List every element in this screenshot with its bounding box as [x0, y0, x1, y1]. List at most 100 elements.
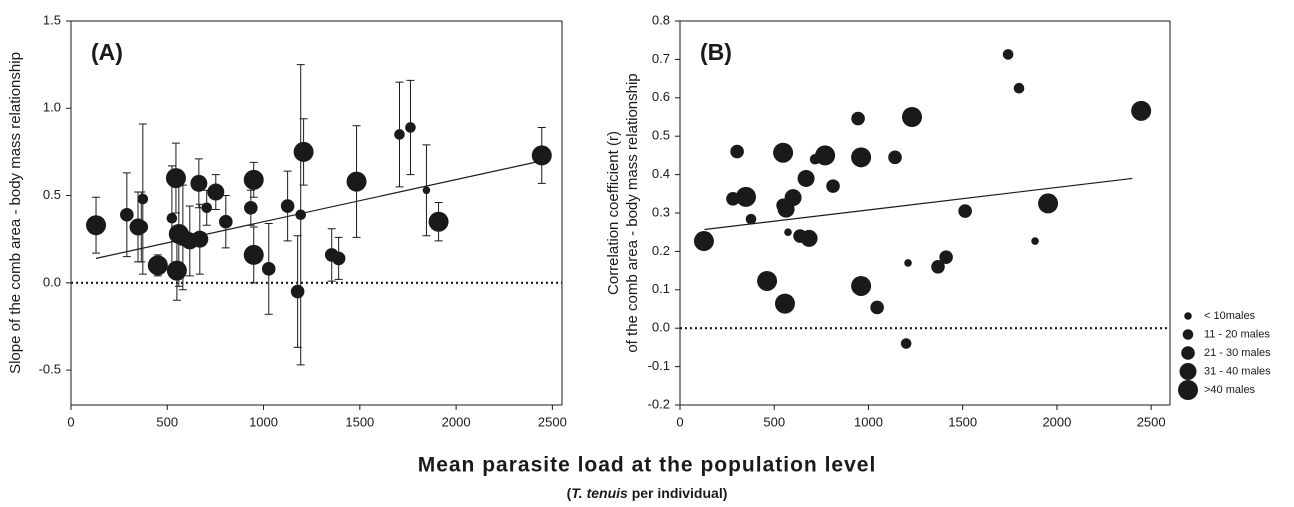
data-point — [797, 169, 815, 187]
y-tick-label: 0.3 — [652, 204, 670, 219]
data-point — [851, 111, 865, 126]
data-point — [293, 141, 314, 162]
data-point — [219, 214, 233, 229]
data-point — [165, 168, 186, 189]
y-tick-label: 0.1 — [652, 281, 670, 296]
data-point — [870, 300, 884, 315]
plot-frame — [70, 20, 563, 406]
legend-label: < 10males — [1204, 310, 1256, 322]
panel-label: (B) — [700, 39, 732, 65]
data-point — [904, 259, 912, 267]
legend-marker — [1178, 380, 1198, 400]
y-tick-label: 1.0 — [43, 100, 61, 115]
y-tick-label: 0.7 — [652, 51, 670, 66]
data-point — [784, 228, 792, 236]
x-axis-sublabel: (T. tenuis per individual) — [567, 485, 728, 501]
data-point — [958, 204, 972, 218]
legend-label: 31 - 40 males — [1204, 365, 1271, 377]
x-tick-label: 2000 — [442, 414, 471, 429]
x-axis-label: Mean parasite load at the population lev… — [418, 454, 877, 477]
data-point — [129, 218, 147, 236]
trend-line — [95, 160, 543, 259]
y-tick-label: 0.8 — [652, 12, 670, 27]
plot-frame — [679, 20, 1171, 406]
data-point — [190, 174, 208, 192]
legend-marker — [1179, 363, 1197, 380]
data-point — [730, 144, 744, 159]
data-point — [295, 209, 307, 221]
data-point — [851, 147, 872, 168]
y-axis-label: Correlation coefficient (r) — [605, 131, 622, 295]
data-point — [280, 199, 295, 213]
data-point — [166, 212, 178, 224]
legend-label: 21 - 30 males — [1204, 347, 1271, 359]
data-point — [422, 186, 431, 195]
y-tick-label: 0.0 — [43, 274, 61, 289]
data-point — [888, 150, 902, 165]
data-point — [394, 129, 405, 140]
data-point — [800, 229, 818, 247]
x-tick-label: 500 — [763, 414, 785, 429]
x-tick-label: 2500 — [1137, 414, 1166, 429]
data-point — [331, 251, 346, 266]
data-point — [120, 207, 134, 222]
data-point — [784, 189, 802, 207]
data-point — [735, 186, 756, 207]
data-point — [1031, 237, 1039, 245]
data-point — [745, 213, 757, 225]
data-point — [939, 250, 953, 264]
y-tick-label: -0.1 — [648, 358, 670, 373]
data-point — [243, 169, 264, 190]
data-point — [405, 122, 416, 133]
data-point — [168, 223, 189, 244]
y-tick-label: -0.2 — [648, 396, 670, 411]
x-tick-label: 0 — [67, 414, 74, 429]
y-tick-label: 0.5 — [652, 128, 670, 143]
y-tick-label: 0.5 — [43, 187, 61, 202]
y-tick-label: 0.4 — [652, 166, 670, 181]
data-point — [166, 260, 187, 281]
data-point — [346, 171, 367, 192]
trend-line — [704, 177, 1133, 231]
legend-label: 11 - 20 males — [1204, 328, 1270, 340]
x-tick-label: 2000 — [1042, 414, 1071, 429]
data-point — [1013, 82, 1025, 94]
data-point — [147, 255, 168, 276]
data-point — [261, 262, 276, 276]
data-point — [207, 183, 225, 201]
legend-label: >40 males — [1204, 384, 1256, 396]
data-point — [931, 259, 945, 274]
panel-label: (A) — [91, 39, 123, 65]
data-point — [86, 215, 107, 236]
data-point — [901, 107, 922, 127]
data-point — [137, 193, 149, 205]
data-point — [900, 338, 912, 349]
data-point — [815, 145, 836, 166]
y-tick-label: 1.5 — [43, 12, 61, 27]
x-tick-label: 1500 — [345, 414, 374, 429]
x-tick-label: 1000 — [854, 414, 883, 429]
legend-marker — [1182, 329, 1194, 340]
x-tick-label: 2500 — [538, 414, 567, 429]
data-point — [243, 244, 264, 265]
data-point — [201, 202, 213, 214]
sub-part: per individual) — [628, 485, 728, 501]
data-point — [774, 293, 795, 314]
x-tick-label: 0 — [676, 414, 683, 429]
data-point — [1002, 49, 1014, 60]
data-point — [757, 270, 778, 291]
y-tick-label: -0.5 — [39, 362, 61, 377]
data-point — [531, 145, 552, 166]
x-tick-label: 500 — [156, 414, 178, 429]
legend-marker — [1184, 312, 1192, 320]
y-tick-label: 0.6 — [652, 89, 670, 104]
data-point — [826, 179, 840, 193]
legend-marker — [1181, 346, 1195, 360]
data-point — [428, 211, 449, 232]
sub-part: T. tenuis — [571, 485, 628, 501]
data-point — [244, 200, 258, 215]
x-tick-label: 1500 — [948, 414, 977, 429]
y-tick-label: 0.2 — [652, 243, 670, 258]
data-point — [290, 284, 305, 299]
